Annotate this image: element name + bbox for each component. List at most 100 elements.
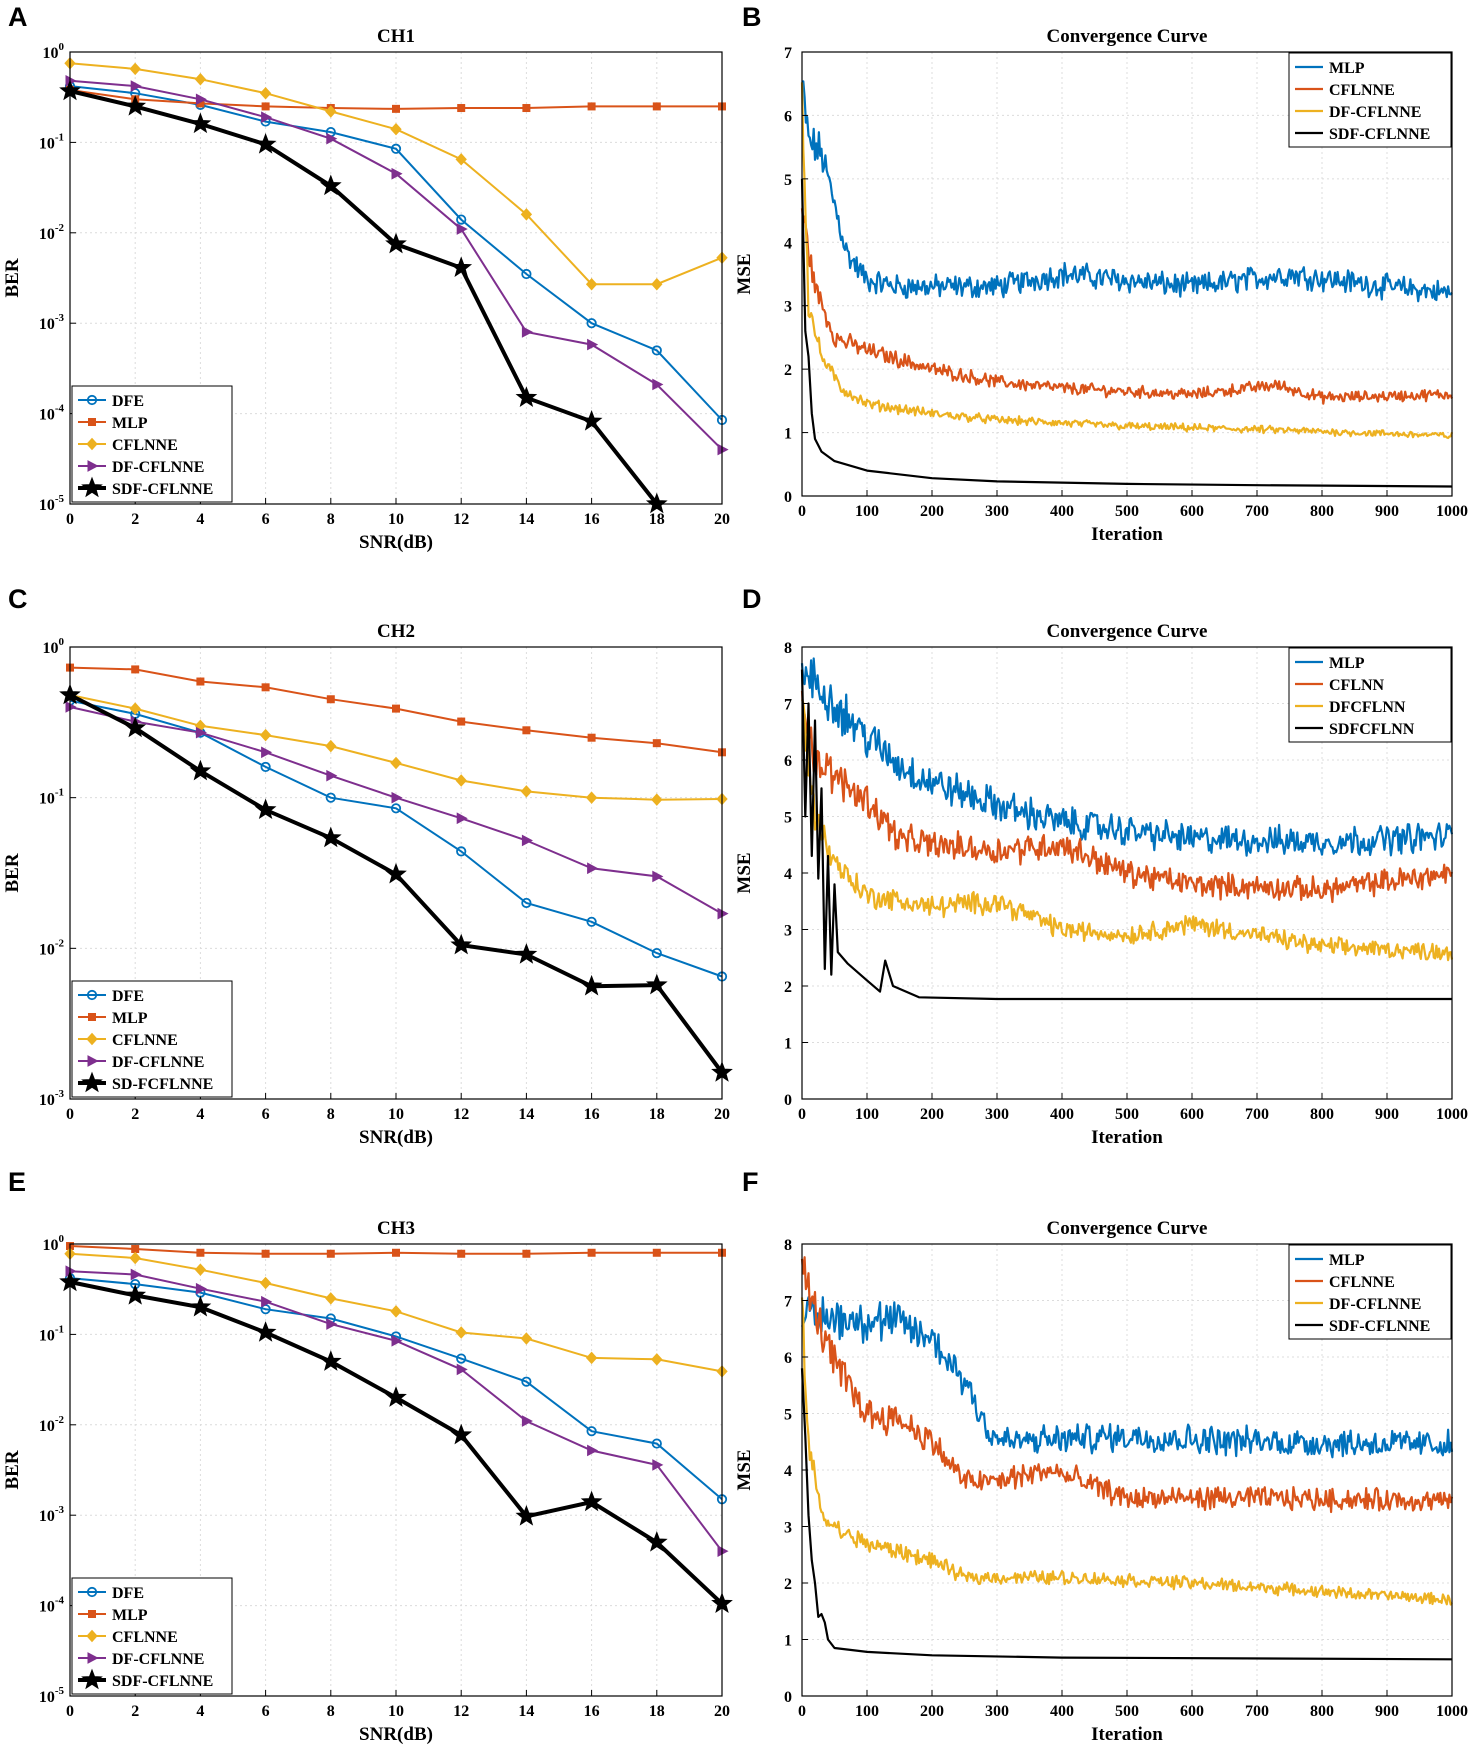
data-point <box>652 739 661 748</box>
x-tick-label: 600 <box>1180 1106 1204 1123</box>
series-mlp <box>801 80 1453 303</box>
data-point <box>189 112 212 134</box>
x-tick-label: 2 <box>131 511 139 528</box>
legend-label: MLP <box>112 1010 148 1027</box>
y-tick-label: 0 <box>784 1689 792 1706</box>
data-point <box>325 105 337 118</box>
x-tick-label: 6 <box>262 1703 270 1720</box>
x-axis-label: Iteration <box>1091 1127 1163 1148</box>
x-tick-label: 900 <box>1375 1703 1399 1720</box>
data-point <box>521 1376 532 1387</box>
legend-label: CFLNNE <box>112 437 178 454</box>
data-point <box>587 102 596 111</box>
series-line <box>800 178 1453 488</box>
data-point <box>586 318 597 329</box>
series-df-cflnne <box>800 1297 1453 1606</box>
legend-marker <box>88 1013 96 1021</box>
data-point <box>391 791 403 804</box>
y-axis-label: BER <box>2 258 23 297</box>
x-tick-label: 100 <box>855 503 879 520</box>
legend-marker <box>87 1055 99 1067</box>
series-line <box>800 1297 1453 1606</box>
panel-letter-b: B <box>742 2 762 32</box>
data-point <box>261 1295 273 1308</box>
data-point <box>319 174 342 196</box>
data-point <box>455 1326 467 1339</box>
data-point <box>195 726 207 739</box>
y-tick-label: 10-2 <box>39 1414 65 1435</box>
x-tick-label: 300 <box>985 503 1009 520</box>
legend-label: DF-CFLNNE <box>112 1054 204 1071</box>
y-tick-label: 1 <box>784 1036 792 1053</box>
legend: MLP CFLNNE DF-CFLNNE SDF-CFLNNE <box>1288 1244 1452 1340</box>
series-line <box>800 1368 1453 1661</box>
data-point <box>129 702 141 715</box>
series-line <box>801 1296 1454 1459</box>
data-point <box>652 1459 664 1471</box>
series-sdfcflnn <box>800 669 1452 1001</box>
x-tick-label: 800 <box>1310 1106 1334 1123</box>
y-tick-label: 4 <box>784 866 792 883</box>
legend-label: DF-CFLNNE <box>1329 104 1421 121</box>
data-point <box>456 1363 468 1376</box>
data-point <box>585 1351 598 1365</box>
data-point <box>521 834 533 847</box>
data-point <box>520 785 533 798</box>
data-point <box>450 933 473 955</box>
series-sdf-cflnne <box>800 1368 1453 1661</box>
data-point <box>450 256 473 278</box>
series-line <box>800 82 1454 440</box>
data-point <box>645 1530 668 1552</box>
data-point <box>325 792 336 803</box>
data-point <box>129 62 141 76</box>
x-tick-label: 6 <box>262 1106 270 1123</box>
x-tick-label: 0 <box>798 1703 806 1720</box>
legend-label: MLP <box>112 415 148 432</box>
legend: DFE MLP CFLNNE DF-CFLNNE SD-FCFLNNE <box>71 980 233 1098</box>
legend-marker <box>88 1610 96 1618</box>
series-line <box>800 699 1454 962</box>
data-point <box>261 683 270 692</box>
y-tick-label: 3 <box>784 1520 792 1537</box>
x-tick-label: 100 <box>855 1106 879 1123</box>
series-df-cflnne <box>65 1265 729 1558</box>
x-axis-label: SNR(dB) <box>359 532 433 553</box>
x-tick-label: 400 <box>1050 1106 1074 1123</box>
data-point <box>260 761 271 773</box>
data-point <box>390 1305 402 1318</box>
data-point <box>326 695 335 704</box>
x-tick-label: 900 <box>1375 1106 1399 1123</box>
y-tick-label: 10-3 <box>39 1504 65 1525</box>
x-axis-label: Iteration <box>1091 524 1163 545</box>
data-point <box>652 102 661 111</box>
y-tick-label: 10-2 <box>39 222 65 243</box>
y-tick-label: 2 <box>784 1576 792 1593</box>
panel-letter-e: E <box>8 1167 27 1197</box>
chart-e: 0 2 4 6 8 10 12 14 16 18 20 100 10-1 10-2 10-3 10-4 10-5… <box>2 1218 733 1745</box>
data-point <box>391 1334 403 1347</box>
data-point <box>717 443 729 456</box>
data-point <box>124 716 147 738</box>
x-tick-label: 500 <box>1115 1703 1139 1720</box>
data-point <box>717 907 729 920</box>
y-tick-label: 10-4 <box>39 1595 65 1616</box>
x-tick-label: 4 <box>196 1703 204 1720</box>
data-point <box>390 143 402 154</box>
x-tick-label: 100 <box>855 1703 879 1720</box>
y-tick-label: 3 <box>784 923 792 940</box>
data-point <box>189 1295 212 1317</box>
series-dfcflnn <box>800 699 1454 962</box>
data-point <box>392 704 400 713</box>
data-point <box>455 153 467 166</box>
data-point <box>587 1444 599 1457</box>
y-tick-label: 5 <box>784 172 792 189</box>
data-point <box>196 1248 205 1257</box>
data-point <box>391 167 403 180</box>
chart-c: 0 2 4 6 8 10 12 14 16 18 20 100 10-1 10-2 10-3 CH2 SNR(d… <box>2 621 733 1148</box>
x-tick-label: 14 <box>518 1106 534 1123</box>
data-point <box>457 1249 466 1258</box>
legend-marker <box>86 394 98 406</box>
y-tick-label: 1 <box>784 1633 792 1650</box>
series-line <box>800 690 1454 904</box>
data-point <box>124 94 147 116</box>
